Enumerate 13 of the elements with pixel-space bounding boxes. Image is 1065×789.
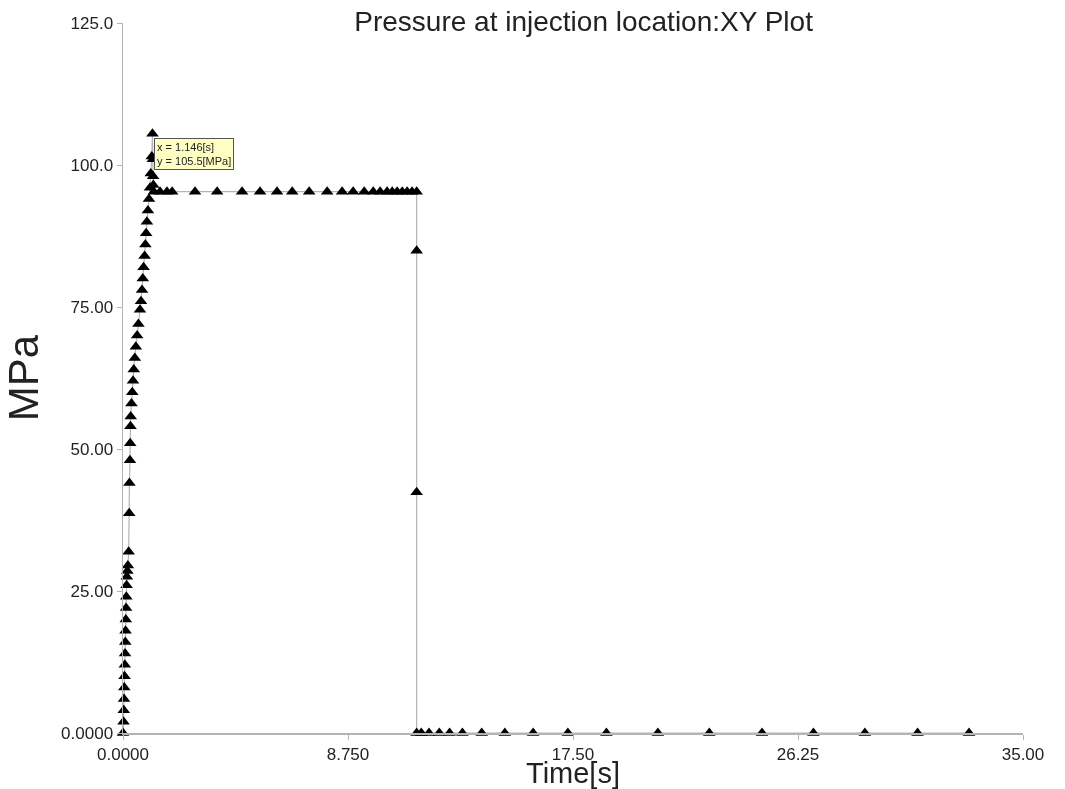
y-tick-label: 50.00 — [70, 439, 114, 459]
y-tick-label: 100.0 — [70, 155, 114, 175]
x-tick-label: 0.0000 — [97, 744, 149, 764]
x-tick-label: 26.25 — [776, 744, 820, 764]
annotation: x = 1.146[s] y = 105.5[MPa] — [157, 141, 232, 168]
y-axis-title: MPa — [0, 334, 47, 422]
y-tick-label: 75.00 — [70, 297, 114, 317]
chart-title: Pressure at injection location:XY Plot — [354, 6, 814, 38]
y-tick-label: 25.00 — [70, 581, 114, 601]
x-tick-label: 35.00 — [1001, 744, 1045, 764]
y-tick-label: 125.0 — [70, 13, 114, 33]
y-tick-label: 0.0000 — [61, 723, 114, 743]
x-tick-label: 8.750 — [326, 744, 370, 764]
